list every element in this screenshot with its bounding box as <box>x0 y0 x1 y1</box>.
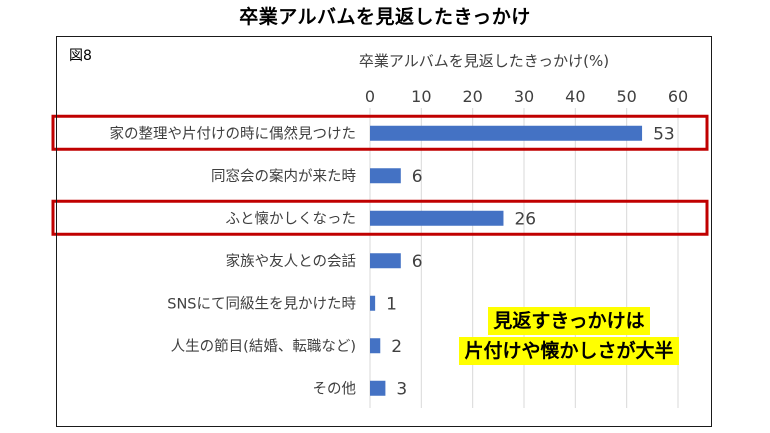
category-label: 人生の節目(結婚、転職など) <box>171 337 356 355</box>
tick-label: 20 <box>462 87 482 106</box>
category-label: SNSにて同級生を見かけた時 <box>167 295 356 312</box>
value-label: 2 <box>391 337 402 357</box>
bar <box>370 210 504 226</box>
callout-line-1: 見返すきっかけは <box>488 307 650 335</box>
value-label: 6 <box>412 167 423 187</box>
tick-label: 60 <box>668 87 688 106</box>
figure-label: 図8 <box>69 48 92 64</box>
tick-label: 50 <box>616 87 636 106</box>
bar <box>370 253 401 269</box>
chart-title: 卒業アルバムを見返したきっかけ(%) <box>359 52 609 70</box>
category-label: 同窓会の案内が来た時 <box>211 167 356 185</box>
value-label: 6 <box>412 252 423 272</box>
category-label: ふと懐かしくなった <box>226 209 357 227</box>
highlight-box <box>51 114 709 151</box>
highlight-box <box>51 199 709 236</box>
callout-box: 見返すきっかけは 片付けや懐かしさが大半 <box>444 306 694 366</box>
category-label: 家族や友人との会話 <box>226 253 356 270</box>
tick-label: 40 <box>565 87 585 106</box>
bar <box>370 168 401 184</box>
tick-label: 0 <box>365 87 375 106</box>
chart-frame <box>56 36 712 427</box>
value-label: 1 <box>386 294 397 314</box>
tick-label: 10 <box>411 87 431 106</box>
bar <box>370 338 381 354</box>
tick-label: 30 <box>514 87 534 106</box>
bar <box>370 380 386 396</box>
category-label: その他 <box>313 380 357 397</box>
value-label: 3 <box>396 379 407 399</box>
value-label: 53 <box>653 124 675 144</box>
page-title: 卒業アルバムを見返したきっかけ <box>239 6 531 28</box>
category-label: 家の整理や片付けの時に偶然見つけた <box>110 125 357 142</box>
bar <box>370 125 643 141</box>
callout-line-2: 片付けや懐かしさが大半 <box>459 337 679 365</box>
value-label: 26 <box>514 209 536 229</box>
bar <box>370 295 376 311</box>
